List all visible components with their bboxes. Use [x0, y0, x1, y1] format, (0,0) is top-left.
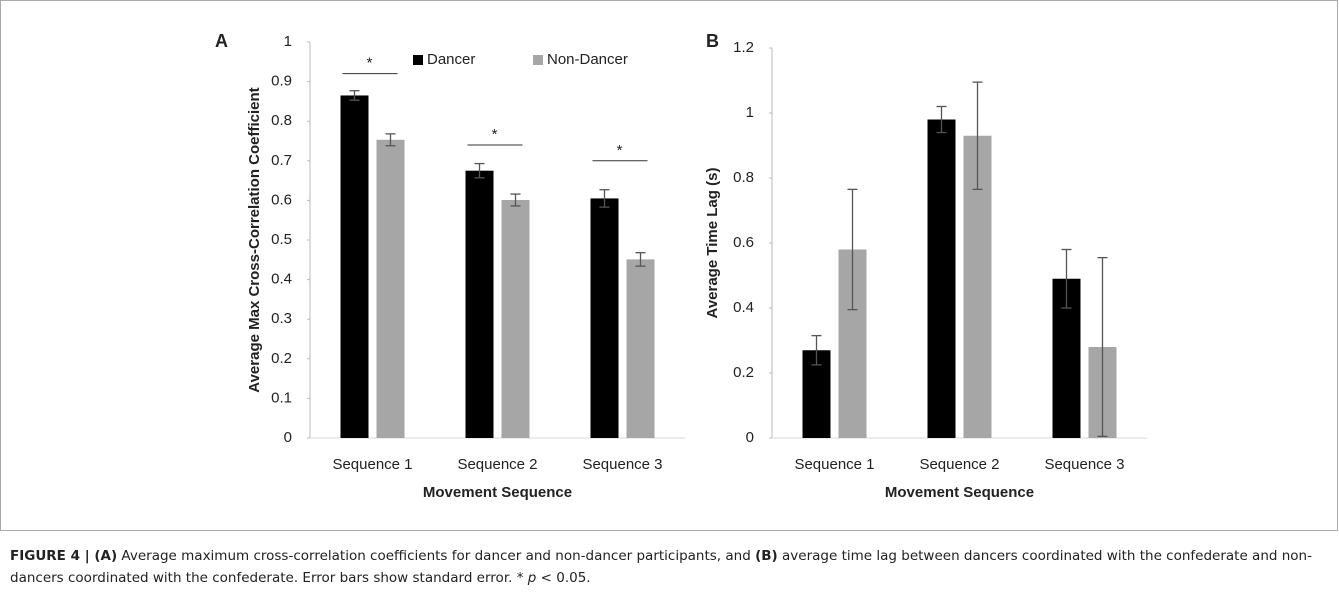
y-tick-label: 0: [284, 429, 292, 446]
legend-swatch: [533, 55, 543, 65]
panel-label: B: [706, 31, 719, 51]
error-bar: [474, 162, 485, 179]
error-bar: [936, 105, 947, 134]
legend-label: Dancer: [427, 51, 475, 68]
y-axis-label: Average Time Lag (s): [704, 168, 721, 319]
x-tick-label: Sequence 2: [457, 456, 537, 473]
x-tick-label: Sequence 3: [582, 456, 662, 473]
error-bar: [635, 252, 646, 267]
y-tick-label: 1: [746, 104, 754, 121]
caption-text: Average maximum cross-correlation coeffi…: [117, 548, 756, 564]
error-bar: [510, 193, 521, 207]
y-tick-label: 1: [284, 33, 292, 50]
x-axis-label: Movement Sequence: [885, 484, 1034, 501]
y-tick-label: 0.1: [271, 389, 292, 406]
chart: B 0 0.2 0.4 0.6 0.8 1 1.2 Average Time Lag (s) Mo…: [704, 31, 1147, 501]
bar: [340, 95, 369, 439]
error-bar: [385, 133, 396, 147]
bar: [590, 198, 619, 438]
x-tick-label: Sequence 3: [1044, 456, 1124, 473]
y-tick-label: 0.6: [271, 191, 292, 208]
legend-label: Non-Dancer: [547, 51, 628, 68]
bar: [465, 170, 494, 438]
x-tick-label: Sequence 1: [794, 456, 874, 473]
error-bar: [811, 334, 822, 366]
caption-text: (B): [755, 548, 778, 564]
panel-label: A: [215, 31, 228, 51]
y-tick-label: 0.2: [733, 364, 754, 381]
figure: A 0 0.1 0.2 0.3 0.4 0.5 0.6 0.7 0.8 0.9 1 Average Ma…: [0, 0, 1338, 531]
caption-text: p: [527, 570, 537, 586]
significance-label: *: [367, 55, 373, 72]
x-axis-label: Movement Sequence: [423, 484, 572, 501]
caption-text: FIGURE 4 | (A): [10, 548, 118, 564]
error-bar: [847, 188, 858, 311]
y-tick-label: 1.2: [733, 39, 754, 56]
bar: [927, 119, 956, 438]
significance-label: *: [492, 126, 498, 143]
y-tick-label: 0.5: [271, 231, 292, 248]
legend-swatch: [413, 55, 423, 65]
error-bar: [599, 189, 610, 208]
y-tick-label: 0.2: [271, 350, 292, 367]
y-tick-label: 0.3: [271, 310, 292, 327]
y-tick-label: 0.4: [271, 271, 292, 288]
error-bar: [349, 90, 360, 101]
y-tick-label: 0.7: [271, 152, 292, 169]
bar: [376, 139, 405, 438]
caption: FIGURE 4 | (A) Average maximum cross-cor…: [10, 545, 1335, 589]
y-tick-label: 0.4: [733, 299, 754, 316]
y-tick-label: 0: [746, 429, 754, 446]
error-bar: [972, 81, 983, 191]
y-axis-label: Average Max Cross-Correlation Coefficien…: [246, 87, 263, 392]
frame: [0, 0, 1338, 531]
error-bar: [1097, 256, 1108, 438]
caption-text: average time lag between dancers coordin…: [10, 548, 1312, 586]
bar: [626, 259, 655, 438]
error-bar: [1061, 248, 1072, 309]
chart: A 0 0.1 0.2 0.3 0.4 0.5 0.6 0.7 0.8 0.9 1 Average Ma…: [215, 31, 685, 501]
y-tick-label: 0.6: [733, 234, 754, 251]
caption-text: < 0.05.: [536, 570, 591, 586]
significance-label: *: [617, 142, 623, 159]
x-tick-label: Sequence 1: [332, 456, 412, 473]
y-tick-label: 0.8: [271, 112, 292, 129]
bar: [501, 200, 530, 438]
x-tick-label: Sequence 2: [919, 456, 999, 473]
y-tick-label: 0.8: [733, 169, 754, 186]
y-tick-label: 0.9: [271, 73, 292, 90]
